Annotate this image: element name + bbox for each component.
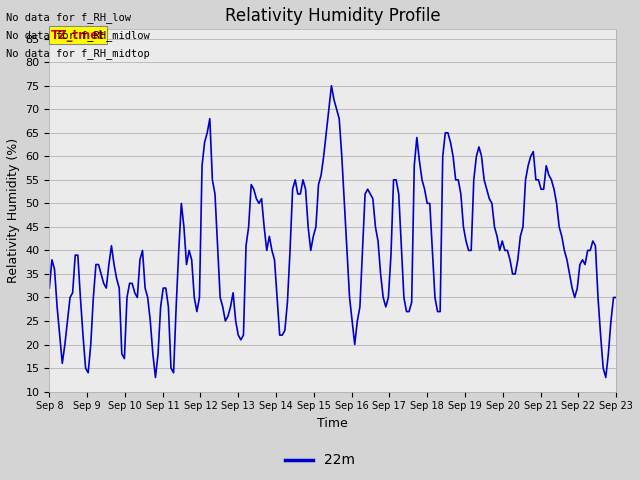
Legend: 22m: 22m bbox=[280, 448, 360, 473]
Text: No data for f_RH_low: No data for f_RH_low bbox=[6, 12, 131, 23]
X-axis label: Time: Time bbox=[317, 417, 348, 430]
Text: No data for f_RH_midtop: No data for f_RH_midtop bbox=[6, 48, 150, 59]
Title: Relativity Humidity Profile: Relativity Humidity Profile bbox=[225, 7, 440, 25]
Y-axis label: Relativity Humidity (%): Relativity Humidity (%) bbox=[7, 138, 20, 283]
Text: No data for f_RH_midlow: No data for f_RH_midlow bbox=[6, 30, 150, 41]
Text: TZ_tmet: TZ_tmet bbox=[51, 29, 105, 42]
